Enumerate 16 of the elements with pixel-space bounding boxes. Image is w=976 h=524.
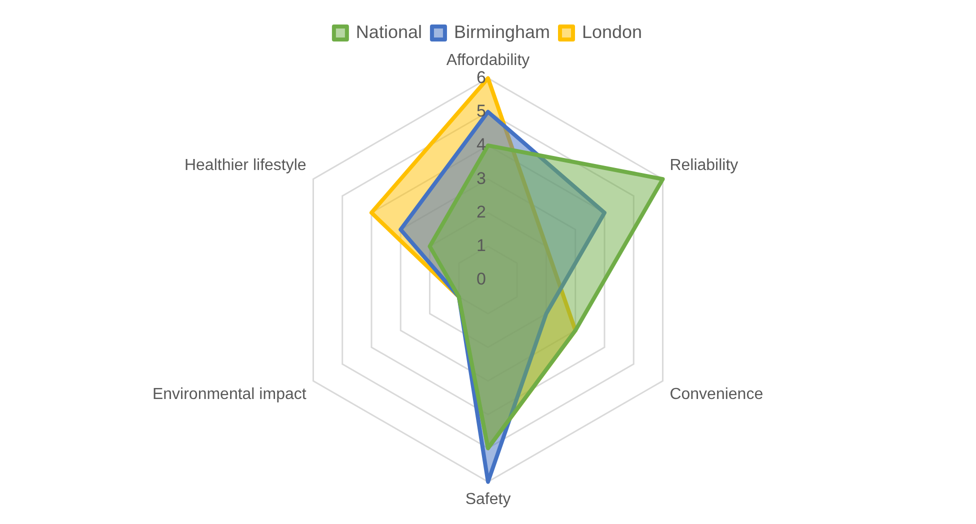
spoke-label: Environmental impact	[152, 386, 307, 403]
y-tick-label: 2	[476, 202, 486, 222]
legend-label: London	[582, 22, 642, 42]
spoke-label: Affordability	[446, 52, 530, 70]
spoke-label: Reliability	[670, 156, 738, 174]
y-tick-label: 6	[476, 68, 486, 87]
spoke-label: Healthier lifestyle	[184, 156, 306, 174]
spoke-label: Safety	[465, 490, 511, 508]
legend-label: Birmingham	[454, 22, 550, 42]
spoke-label: Convenience	[670, 386, 764, 403]
y-tick-label: 1	[476, 236, 486, 256]
y-tick-label: 4	[476, 135, 486, 154]
legend-label: National	[356, 22, 422, 42]
y-tick-label: 0	[476, 270, 486, 289]
y-tick-label: 3	[476, 168, 486, 188]
y-tick-label: 5	[476, 102, 486, 121]
